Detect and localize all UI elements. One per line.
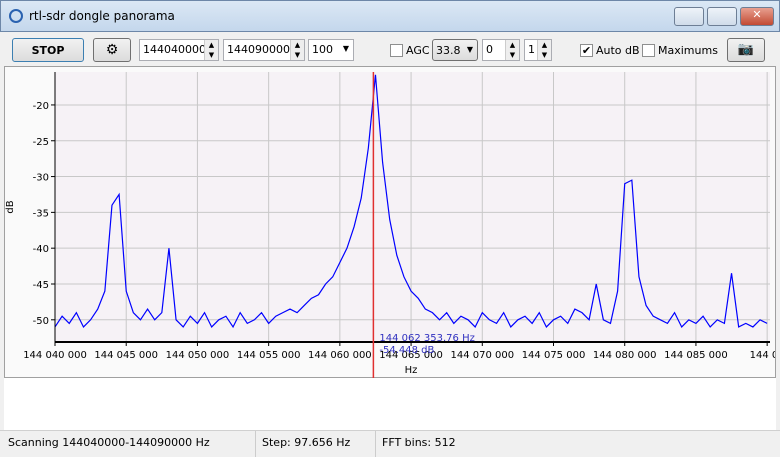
- spinner[interactable]: ▲ ▼: [290, 40, 304, 60]
- spinner[interactable]: ▲ ▼: [505, 40, 519, 60]
- dropdown-arrow: ▼: [342, 44, 349, 53]
- status-step: Step: 97.656 Hz: [262, 436, 351, 449]
- x-tick-label: 144 075 000: [522, 350, 586, 361]
- x-tick-label: 144 065 000: [379, 350, 443, 361]
- gain-value: 33.8: [436, 44, 461, 57]
- separator: [255, 431, 256, 457]
- spin-a-input[interactable]: 0 ▲ ▼: [482, 39, 520, 61]
- spinner[interactable]: ▲ ▼: [537, 40, 551, 60]
- screenshot-button[interactable]: 📷: [727, 38, 765, 62]
- spin-a-value: 0: [486, 43, 493, 56]
- maximums-label: Maximums: [658, 44, 718, 57]
- x-tick-label: 144 045 000: [94, 350, 158, 361]
- count-dropdown[interactable]: 100 ▼: [308, 39, 354, 61]
- app-icon: [9, 9, 23, 23]
- agc-checkbox[interactable]: [390, 44, 403, 57]
- x-tick-label: 144 050 000: [166, 350, 230, 361]
- status-fft-bins: FFT bins: 512: [382, 436, 456, 449]
- start-freq-value: 144040000: [143, 43, 206, 56]
- x-tick-label: 144 085 000: [664, 350, 728, 361]
- spin-b-value: 1: [528, 43, 535, 56]
- title-bar: rtl-sdr dongle panorama ✕: [0, 0, 780, 32]
- auto-db-label: Auto dB: [596, 44, 640, 57]
- spectrum-line: [55, 74, 768, 329]
- x-tick-label: 144 040 000: [23, 350, 87, 361]
- end-freq-input[interactable]: 144090000 ▲ ▼: [223, 39, 305, 61]
- y-tick-label: -25: [33, 137, 49, 148]
- y-tick-label: -45: [33, 280, 49, 291]
- y-tick-label: -50: [33, 316, 49, 327]
- y-axis-title: dB: [5, 200, 16, 213]
- auto-db-checkbox[interactable]: ✔: [580, 44, 593, 57]
- cursor-freq-label: 144 062 353.76 Hz: [379, 333, 474, 344]
- blank-panel: [4, 378, 776, 430]
- x-tick-label: 144 060 000: [308, 350, 372, 361]
- maximize-button[interactable]: [707, 7, 737, 26]
- maximums-checkbox[interactable]: [642, 44, 655, 57]
- dropdown-arrow: ▼: [466, 45, 473, 54]
- stop-button[interactable]: STOP: [12, 38, 84, 62]
- x-axis-title: Hz: [405, 365, 418, 376]
- spin-b-input[interactable]: 1 ▲ ▼: [524, 39, 552, 61]
- gain-dropdown[interactable]: 33.8 ▼: [432, 39, 478, 61]
- x-tick-label: 144 070 000: [450, 350, 514, 361]
- status-scanning: Scanning 144040000-144090000 Hz: [8, 436, 210, 449]
- x-tick-label: 144 055 000: [237, 350, 301, 361]
- y-tick-label: -20: [33, 101, 49, 112]
- x-tick-label: 144 09: [750, 350, 780, 361]
- y-tick-label: -35: [33, 208, 49, 219]
- y-tick-label: -40: [33, 244, 49, 255]
- status-bar: Scanning 144040000-144090000 Hz Step: 97…: [0, 430, 780, 457]
- cursor-db-label: -54.448 dB: [379, 345, 434, 356]
- window-title: rtl-sdr dongle panorama: [29, 9, 175, 23]
- close-button[interactable]: ✕: [740, 7, 774, 26]
- count-value: 100: [312, 43, 333, 56]
- settings-button[interactable]: ⚙: [93, 38, 131, 62]
- plot-area: [55, 72, 770, 342]
- x-tick-label: 144 080 000: [593, 350, 657, 361]
- y-tick-label: -30: [33, 173, 49, 184]
- end-freq-value: 144090000: [227, 43, 290, 56]
- separator: [375, 431, 376, 457]
- spinner[interactable]: ▲ ▼: [204, 40, 218, 60]
- minimize-button[interactable]: [674, 7, 704, 26]
- agc-label: AGC: [406, 44, 430, 57]
- start-freq-input[interactable]: 144040000 ▲ ▼: [139, 39, 219, 61]
